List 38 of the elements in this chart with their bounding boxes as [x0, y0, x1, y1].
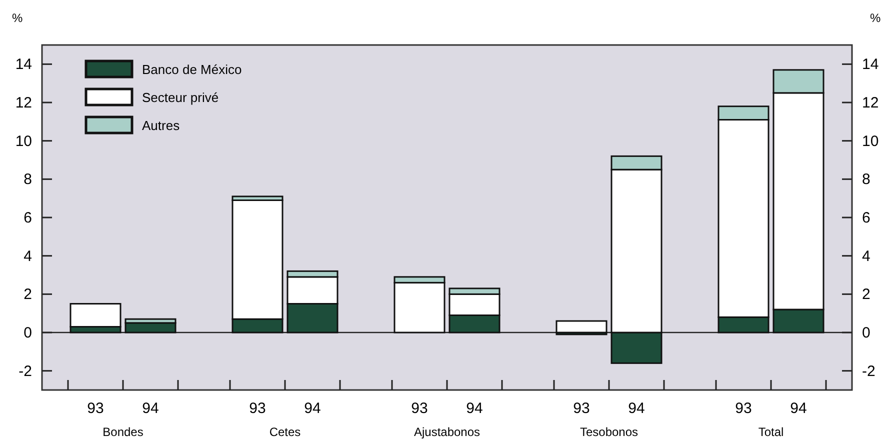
x-tick-label: 93 [735, 400, 752, 417]
y-tick-label: 0 [24, 324, 32, 342]
y2-tick-label: 4 [862, 248, 870, 265]
x-tick-label: 94 [466, 400, 483, 417]
y-tick-label: 12 [15, 94, 32, 112]
y2-tick-label: 14 [862, 56, 879, 74]
y-tick-label: 14 [15, 56, 32, 74]
text: Tesobonos [580, 425, 638, 439]
text: Cetes [269, 425, 301, 439]
y2-tick-label: 10 [862, 132, 879, 150]
y-axis-title: % [12, 11, 23, 25]
x-tick-label: 94 [304, 400, 321, 417]
y-tick-label: 10 [15, 132, 32, 150]
x-tick-label: 94 [628, 400, 645, 417]
y-tick-label: 6 [24, 210, 32, 226]
text: Bondes [102, 425, 144, 439]
x-tick-label: 93 [411, 400, 428, 417]
x-tick-label: 94 [142, 400, 159, 417]
legend-label: Banco de México [142, 62, 242, 77]
y2-tick-label: 8 [862, 171, 870, 188]
y2-axis-title: % [870, 11, 881, 25]
y-tick-label: 4 [24, 248, 32, 265]
legend-label: Autres [142, 118, 180, 133]
x-tick-label: 93 [573, 400, 590, 417]
text: Total [758, 425, 784, 439]
x-tick-label: 93 [249, 400, 266, 417]
x-tick-label: 94 [790, 400, 807, 417]
legend-label: Secteur privé [142, 90, 219, 105]
y2-tick-label: -2 [862, 362, 876, 380]
text: Ajustabonos [414, 425, 480, 439]
y2-tick-label: 12 [862, 94, 879, 112]
y-tick-label: 8 [24, 171, 32, 188]
y2-tick-label: 0 [862, 324, 870, 342]
y-tick-label: 2 [24, 286, 32, 304]
y2-tick-label: 2 [862, 286, 870, 304]
y2-tick-label: 6 [862, 210, 870, 226]
y-tick-label: -2 [18, 362, 32, 380]
x-tick-label: 93 [87, 400, 104, 417]
